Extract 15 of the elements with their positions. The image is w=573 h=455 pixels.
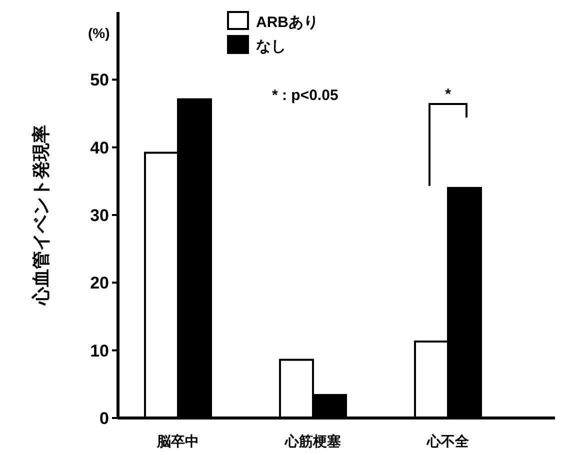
y-tick-label: 40 bbox=[90, 138, 109, 158]
annotation: * bbox=[445, 86, 452, 104]
y-tick-label: 20 bbox=[90, 274, 109, 293]
y-tick-label: 0 bbox=[100, 409, 109, 428]
legend-label: ARBあり bbox=[256, 14, 318, 31]
y-tick-label: 10 bbox=[90, 341, 109, 360]
x-tick-label: 心不全 bbox=[426, 433, 470, 449]
legend-label: なし bbox=[256, 38, 286, 55]
annotation: * : p<0.05 bbox=[272, 87, 338, 104]
text: (%) bbox=[88, 25, 110, 41]
x-tick-label: 脳卒中 bbox=[156, 433, 199, 449]
x-tick-label: 心筋梗塞 bbox=[284, 433, 341, 449]
y-tick-label: 30 bbox=[90, 206, 109, 225]
y-tick-label: 50 bbox=[90, 70, 109, 90]
y-axis-title: 心血管イベント発現率 bbox=[31, 125, 51, 306]
